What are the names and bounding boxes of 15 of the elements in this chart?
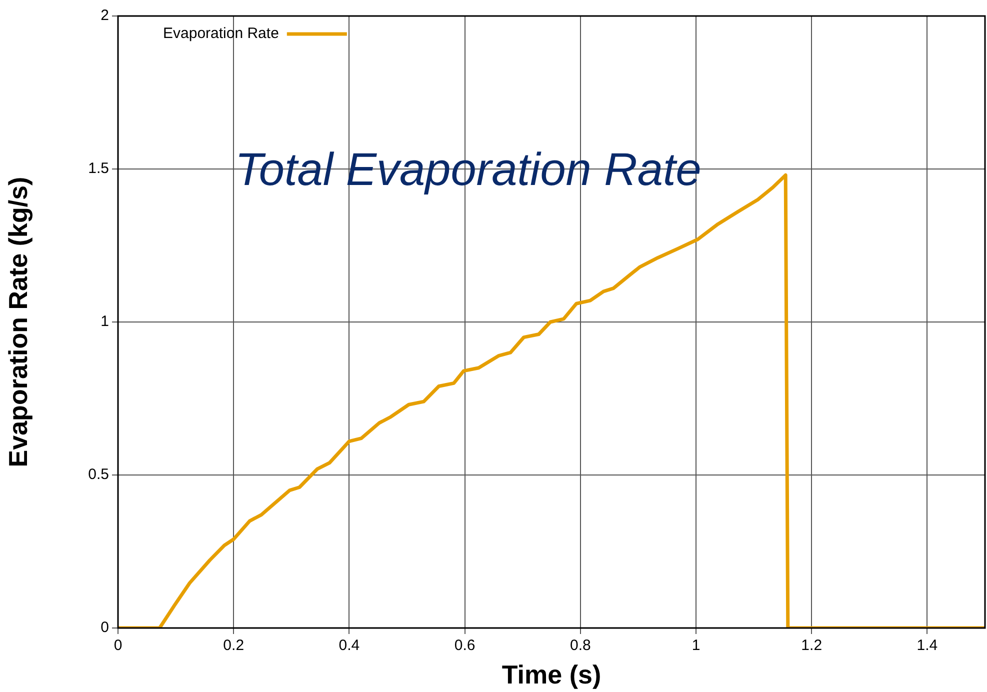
y-tick-label: 2 [100, 7, 109, 24]
x-tick-label: 1.4 [916, 637, 938, 654]
x-tick-label: 1.2 [801, 637, 822, 654]
x-axis-title: Time (s) [502, 660, 602, 690]
y-tick-label: 1.5 [88, 160, 109, 178]
y-tick-label: 0 [100, 619, 109, 636]
y-axis-title: Evaporation Rate (kg/s) [2, 176, 33, 468]
x-tick-label: 0.6 [454, 637, 476, 654]
x-tick-label: 0.8 [570, 637, 591, 654]
x-tick-label: 0 [114, 637, 122, 654]
x-tick-label: 1 [692, 637, 700, 654]
y-tick-label: 1 [100, 313, 109, 330]
y-tick-label: 0.5 [88, 466, 109, 484]
x-tick-label: 0.4 [338, 637, 360, 654]
x-tick-label: 0.2 [223, 637, 244, 654]
